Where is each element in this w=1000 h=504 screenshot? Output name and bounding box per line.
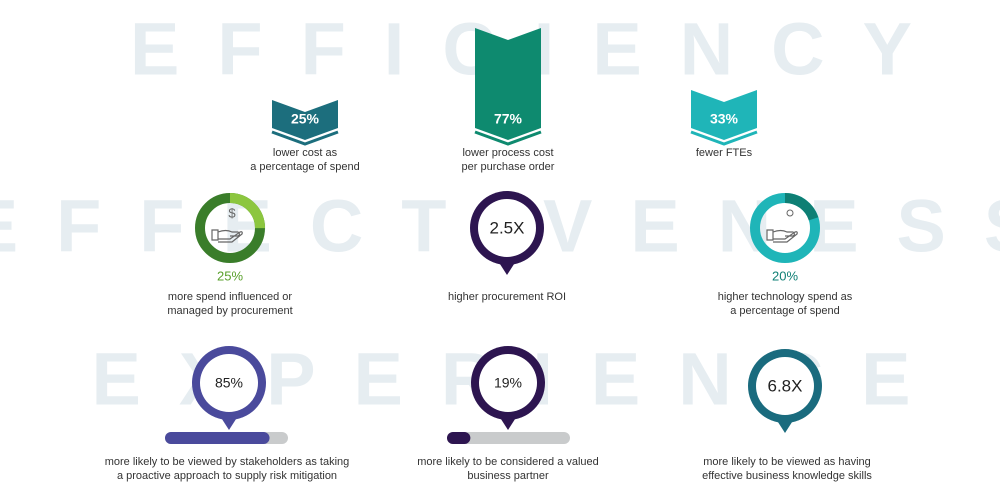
caption: lower process cost	[462, 147, 553, 159]
pin-inner	[200, 354, 258, 412]
value-label: 2.5X	[490, 218, 525, 237]
hand-icon	[211, 229, 243, 243]
caption: lower cost as	[273, 147, 338, 159]
chevron	[691, 90, 757, 140]
value-label: 77%	[494, 111, 523, 127]
caption: higher procurement ROI	[448, 291, 566, 303]
hand-icon	[766, 229, 798, 243]
ring-segment	[195, 193, 265, 263]
caption: effective business knowledge skills	[702, 470, 872, 482]
caption: a proactive approach to supply risk miti…	[117, 470, 337, 482]
bar-fill	[165, 432, 270, 444]
pin-inner	[479, 354, 537, 412]
bar-track	[447, 432, 570, 444]
chevron	[475, 28, 541, 140]
dollar-icon: $	[228, 205, 236, 220]
caption: more spend influenced or	[168, 291, 292, 303]
chevron-stripe	[271, 130, 339, 146]
caption: more likely to be viewed as having	[703, 456, 871, 468]
value-label: 19%	[494, 375, 522, 391]
value-label: 25%	[291, 111, 320, 127]
value-label: 33%	[710, 111, 739, 127]
caption: business partner	[467, 470, 549, 482]
bar-fill	[447, 432, 471, 444]
caption: a percentage of spend	[730, 305, 839, 317]
pin-inner	[756, 357, 814, 415]
value-label: 85%	[215, 375, 243, 391]
caption: per purchase order	[462, 161, 555, 173]
chevron	[272, 100, 338, 140]
ring-segment	[750, 193, 820, 263]
chevron-stripe	[474, 130, 542, 146]
chevron-stripe	[690, 130, 758, 146]
caption: more likely to be viewed by stakeholders…	[105, 456, 350, 468]
caption: higher technology spend as	[718, 291, 853, 303]
caption: fewer FTEs	[696, 147, 753, 159]
caption: a percentage of spend	[250, 161, 359, 173]
pin-inner	[478, 199, 536, 257]
caption: managed by procurement	[167, 305, 292, 317]
value-label: 25%	[217, 268, 243, 283]
coin-icon	[786, 209, 794, 217]
value-label: 20%	[772, 268, 798, 283]
value-label: 6.8X	[768, 376, 803, 395]
caption: more likely to be considered a valued	[417, 456, 599, 468]
